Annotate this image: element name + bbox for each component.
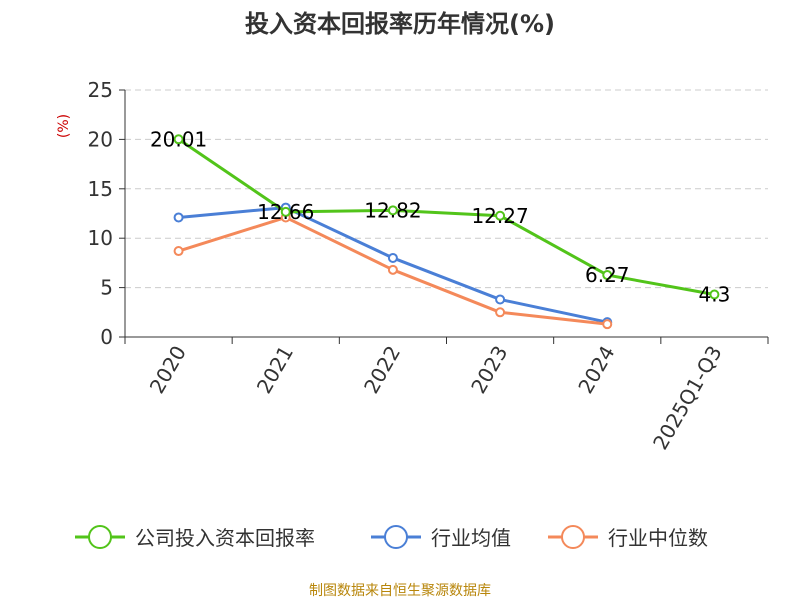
data-point — [387, 205, 398, 216]
x-tick-label: 2022 — [359, 342, 405, 398]
data-label: 4.3 — [699, 283, 731, 307]
legend-label: 行业均值 — [431, 526, 511, 550]
chart-title: 投入资本回报率历年情况(%) — [245, 10, 555, 38]
data-point — [495, 294, 506, 305]
grid — [125, 89, 768, 289]
data-point — [602, 319, 613, 330]
legend-item[interactable]: 行业中位数 — [548, 525, 708, 550]
data-point — [495, 307, 506, 318]
x-tick-label: 2021 — [252, 342, 298, 398]
data-point — [495, 210, 506, 221]
data-point — [173, 246, 184, 257]
data-point — [280, 206, 291, 217]
y-tick-label: 25 — [88, 78, 113, 102]
data-point — [173, 212, 184, 223]
legend-label: 行业中位数 — [608, 526, 708, 550]
data-point — [709, 289, 720, 300]
y-tick-label: 10 — [88, 226, 113, 250]
x-tick-label: 2023 — [466, 342, 512, 398]
data-label: 12.27 — [471, 204, 528, 228]
data-label: 20.01 — [150, 127, 207, 151]
data-point — [387, 264, 398, 275]
legend-marker — [384, 525, 408, 549]
legend-marker — [561, 525, 585, 549]
data-point — [602, 270, 613, 281]
x-tick-label: 2025Q1-Q3 — [648, 342, 727, 454]
y-tick-label: 20 — [88, 127, 113, 151]
data-label: 12.66 — [257, 200, 314, 224]
legend-label: 公司投入资本回报率 — [135, 526, 315, 550]
data-point — [387, 252, 398, 263]
legend-item[interactable]: 行业均值 — [371, 525, 511, 550]
legend-marker — [88, 525, 112, 549]
series-line — [173, 212, 613, 330]
y-tick-label: 15 — [88, 177, 113, 201]
y-tick-label: 5 — [100, 276, 113, 300]
legend-item[interactable]: 公司投入资本回报率 — [75, 525, 315, 550]
x-tick-label: 2024 — [573, 342, 619, 398]
source-note: 制图数据来自恒生聚源数据库 — [309, 583, 491, 599]
legend[interactable]: 公司投入资本回报率 行业均值 行业中位数 — [75, 525, 708, 550]
y-axis-label: (%) — [56, 114, 72, 138]
series-line: 20.01 12.66 12.82 12.27 6.27 4.3 — [150, 127, 730, 306]
series-path — [177, 138, 715, 296]
data-label: 6.27 — [585, 263, 630, 287]
data-label: 12.82 — [364, 198, 421, 222]
series-group: 20.01 12.66 12.82 12.27 6.27 4.3 — [150, 127, 730, 330]
data-point — [173, 134, 184, 145]
x-tick-label: 2020 — [145, 342, 191, 398]
y-tick-label: 0 — [100, 325, 113, 349]
